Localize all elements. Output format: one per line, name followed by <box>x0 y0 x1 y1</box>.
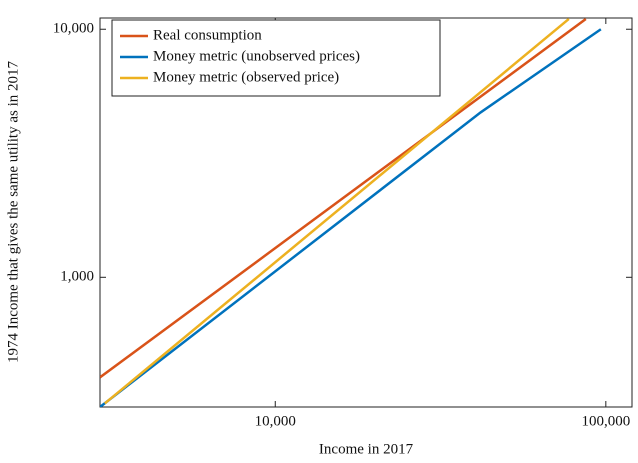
y-tick-label: 1,000 <box>60 269 94 285</box>
legend-label: Money metric (observed price) <box>153 69 339 85</box>
legend-label: Real consumption <box>153 27 262 43</box>
lines <box>100 18 602 407</box>
x-tick-label: 10,000 <box>255 413 296 429</box>
y-tick-label: 10,000 <box>53 21 94 37</box>
plot-frame <box>99 17 633 408</box>
x-axis-label: Income in 2017 <box>319 441 414 457</box>
series-line <box>103 18 570 405</box>
legend-label: Money metric (unobserved prices) <box>153 48 360 64</box>
series-line <box>100 28 602 407</box>
y-axis-label: 1974 Income that gives the same utility … <box>5 60 21 363</box>
legend-box <box>111 19 441 97</box>
series-line <box>100 18 587 379</box>
x-tick-label: 100,000 <box>581 413 630 429</box>
